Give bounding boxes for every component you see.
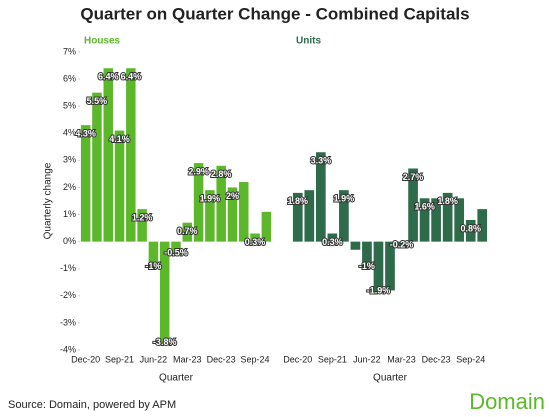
y-tick-label: 2% <box>63 182 76 192</box>
y-tick-label: -4% <box>60 344 76 354</box>
x-tick-label: Dec-20 <box>71 354 100 364</box>
bar <box>126 68 136 242</box>
value-label: 0.3% <box>322 237 343 247</box>
value-label: 1.8% <box>437 196 458 206</box>
x-tick-label: Dec-20 <box>283 354 312 364</box>
bar <box>465 219 476 242</box>
bar <box>103 68 113 242</box>
bar <box>396 241 407 248</box>
brand-logo: Domain <box>469 389 545 414</box>
value-label: -0.5% <box>164 248 188 258</box>
value-label: -0.2% <box>390 239 414 249</box>
bar <box>148 241 159 269</box>
value-label: 2.7% <box>403 172 424 182</box>
bar <box>304 190 315 242</box>
x-tick-label: Sep-24 <box>456 354 485 364</box>
y-tick-label: 4% <box>63 128 76 138</box>
bar <box>114 130 125 242</box>
bar <box>362 241 372 269</box>
bar <box>182 222 193 242</box>
y-tick-label: 3% <box>63 155 76 165</box>
bar <box>216 165 226 242</box>
value-label: -3.8% <box>153 337 177 347</box>
value-label: 5.5% <box>87 96 108 106</box>
x-tick-label: Jun-22 <box>140 354 168 364</box>
bar <box>477 209 488 242</box>
y-tick-label: -2% <box>60 290 76 300</box>
bar <box>239 182 249 242</box>
bar <box>454 198 465 242</box>
bar <box>327 233 338 242</box>
value-label: 2.9% <box>188 166 209 176</box>
value-label: 2.8% <box>211 169 232 179</box>
bar <box>250 233 260 242</box>
x-tick-label: Dec-23 <box>207 354 236 364</box>
x-tick-label: Dec-23 <box>422 354 451 364</box>
bar <box>339 190 349 242</box>
bar <box>92 92 102 242</box>
bar <box>350 241 361 250</box>
value-label: 4.1% <box>109 134 130 144</box>
value-label: 6.4% <box>121 72 142 82</box>
y-tick-label: 6% <box>63 73 76 83</box>
bar <box>205 190 215 242</box>
value-label: 6.4% <box>98 72 119 82</box>
bar <box>80 125 91 242</box>
bar <box>137 209 147 242</box>
panel-title: Houses <box>84 36 121 47</box>
source: Source: Domain, powered by APM <box>8 399 176 411</box>
y-tick-label: 5% <box>63 101 76 111</box>
bar <box>442 192 453 242</box>
value-label: 3.3% <box>311 156 332 166</box>
bar <box>227 187 238 242</box>
value-label: 1.2% <box>132 213 153 223</box>
x-tick-label: Sep-21 <box>105 354 134 364</box>
bar <box>159 241 170 345</box>
bar <box>315 152 326 242</box>
y-tick-label: -3% <box>60 317 76 327</box>
value-label: 1.8% <box>288 196 309 206</box>
chart-title: Quarter on Quarter Change - Combined Cap… <box>80 4 469 23</box>
bar <box>408 168 418 242</box>
value-label: -1% <box>359 261 375 271</box>
x-tick-label: Sep-21 <box>318 354 347 364</box>
bar <box>171 241 181 256</box>
value-label: 0.7% <box>177 226 198 236</box>
y-tick-label: 1% <box>63 209 76 219</box>
bar <box>292 192 303 242</box>
y-axis-label: Quarterly change <box>43 162 54 239</box>
bar <box>419 198 430 242</box>
value-label: -1% <box>145 261 161 271</box>
x-tick-label: Sep-24 <box>241 354 270 364</box>
value-label: 4.3% <box>75 129 96 139</box>
x-tick-label: Mar-23 <box>387 354 416 364</box>
value-label: 0.3% <box>245 237 266 247</box>
bar <box>261 211 272 242</box>
bar <box>193 163 204 242</box>
x-axis-label: Quarter <box>159 373 194 384</box>
y-tick-label: 7% <box>63 46 76 56</box>
y-tick-label: -1% <box>60 263 76 273</box>
value-label: 1.6% <box>414 202 435 212</box>
value-label: -1.9% <box>367 285 391 295</box>
x-tick-label: Mar-23 <box>173 354 202 364</box>
bar <box>385 241 395 291</box>
value-label: 0.8% <box>460 223 481 233</box>
value-label: 1.9% <box>200 194 221 204</box>
panel-title: Units <box>296 36 321 47</box>
value-label: 2% <box>226 191 239 201</box>
x-tick-label: Jun-22 <box>353 354 381 364</box>
bar <box>431 198 441 242</box>
bar <box>373 241 384 294</box>
value-label: 1.9% <box>334 194 355 204</box>
y-tick-label: 0% <box>63 236 76 246</box>
x-axis-label: Quarter <box>373 373 408 384</box>
